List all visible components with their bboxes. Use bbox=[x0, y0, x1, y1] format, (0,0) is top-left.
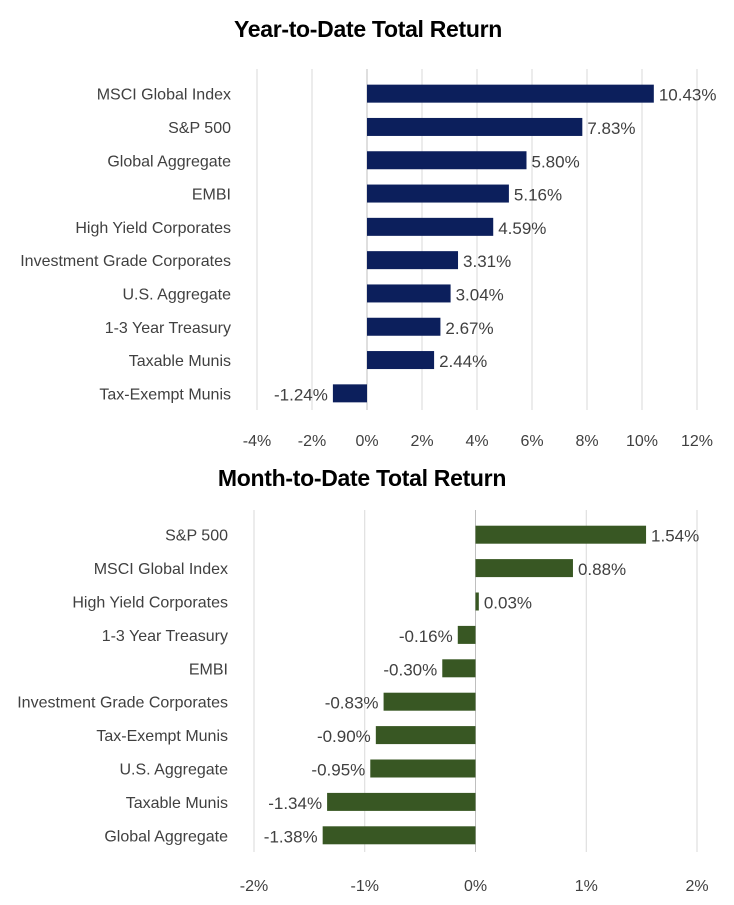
mtd-category-label: 1-3 Year Treasury bbox=[102, 628, 228, 645]
ytd-category-label: MSCI Global Index bbox=[97, 87, 231, 104]
ytd-bar bbox=[367, 284, 451, 303]
mtd-data-label: -1.34% bbox=[268, 794, 322, 813]
mtd-tick-label: -1% bbox=[351, 878, 379, 895]
mtd-data-label: 0.03% bbox=[484, 594, 532, 613]
ytd-tick-label: 12% bbox=[681, 433, 713, 450]
mtd-category-label: Global Aggregate bbox=[104, 828, 228, 845]
ytd-category-label: Tax-Exempt Munis bbox=[99, 386, 231, 403]
mtd-data-label: -0.16% bbox=[399, 627, 453, 646]
mtd-category-label: U.S. Aggregate bbox=[119, 762, 228, 779]
mtd-tick-label: 2% bbox=[685, 878, 708, 895]
ytd-bar bbox=[367, 184, 509, 203]
ytd-data-label: 10.43% bbox=[659, 86, 717, 105]
mtd-category-label: EMBI bbox=[189, 661, 228, 678]
ytd-bar bbox=[367, 84, 654, 103]
ytd-category-label: 1-3 Year Treasury bbox=[105, 320, 231, 337]
ytd-tick-label: 4% bbox=[465, 433, 488, 450]
ytd-chart-plot: -4% -2% 0% 2% 4% 6% 8% 10% 12% MSCI Global Index 1… bbox=[20, 69, 717, 450]
ytd-category-label: High Yield Corporates bbox=[75, 220, 231, 237]
mtd-data-label: -0.30% bbox=[383, 660, 437, 679]
mtd-bar bbox=[475, 592, 479, 611]
ytd-data-label: -1.24% bbox=[274, 385, 328, 404]
mtd-bar bbox=[327, 792, 476, 811]
ytd-bar bbox=[367, 351, 435, 370]
ytd-bar bbox=[367, 217, 494, 236]
ytd-bar bbox=[367, 151, 527, 170]
ytd-tick-label: 8% bbox=[575, 433, 598, 450]
mtd-tick-label: -2% bbox=[240, 878, 268, 895]
ytd-bar bbox=[367, 251, 459, 270]
ytd-data-label: 7.83% bbox=[587, 119, 635, 138]
ytd-data-label: 3.04% bbox=[456, 285, 504, 304]
mtd-category-label: MSCI Global Index bbox=[94, 561, 228, 578]
mtd-chart-title: Month-to-Date Total Return bbox=[217, 465, 507, 491]
mtd-bar bbox=[383, 692, 476, 711]
ytd-data-label: 3.31% bbox=[463, 252, 511, 271]
ytd-category-label: EMBI bbox=[192, 187, 231, 204]
mtd-bar bbox=[457, 625, 476, 644]
ytd-bar bbox=[332, 384, 367, 403]
ytd-category-label: S&P 500 bbox=[168, 120, 231, 137]
ytd-category-label: Global Aggregate bbox=[107, 153, 231, 170]
ytd-category-label: Investment Grade Corporates bbox=[20, 253, 231, 270]
ytd-category-label: Taxable Munis bbox=[129, 353, 231, 370]
ytd-tick-label: 2% bbox=[410, 433, 433, 450]
mtd-bar bbox=[475, 559, 573, 578]
ytd-data-label: 2.67% bbox=[445, 319, 493, 338]
mtd-tick-label: 0% bbox=[464, 878, 487, 895]
mtd-bar bbox=[375, 726, 476, 745]
mtd-chart-plot: -2% -1% 0% 1% 2% S&P 500 1.54% MSCI Global Inde… bbox=[17, 510, 709, 895]
mtd-data-label: -0.95% bbox=[311, 761, 365, 780]
mtd-data-label: -1.38% bbox=[264, 827, 318, 846]
ytd-data-label: 4.59% bbox=[498, 219, 546, 238]
ytd-tick-label: 10% bbox=[626, 433, 658, 450]
ytd-data-label: 2.44% bbox=[439, 352, 487, 371]
ytd-tick-label: 0% bbox=[355, 433, 378, 450]
mtd-bar bbox=[322, 826, 476, 845]
mtd-bar bbox=[442, 659, 476, 678]
ytd-data-label: 5.80% bbox=[532, 152, 580, 171]
mtd-category-label: High Yield Corporates bbox=[72, 595, 228, 612]
mtd-data-label: 1.54% bbox=[651, 527, 699, 546]
ytd-bar bbox=[367, 317, 441, 336]
mtd-category-label: Tax-Exempt Munis bbox=[96, 728, 228, 745]
ytd-data-label: 5.16% bbox=[514, 186, 562, 205]
mtd-data-label: -0.83% bbox=[325, 694, 379, 713]
ytd-category-label: U.S. Aggregate bbox=[122, 286, 231, 303]
ytd-tick-label: 6% bbox=[520, 433, 543, 450]
mtd-chart: Month-to-Date Total Return -2% -1% 0% 1% 2% S… bbox=[0, 455, 734, 905]
mtd-category-label: Investment Grade Corporates bbox=[17, 695, 228, 712]
ytd-tick-label: -2% bbox=[298, 433, 326, 450]
ytd-chart-title: Year-to-Date Total Return bbox=[233, 16, 503, 42]
mtd-tick-label: 1% bbox=[575, 878, 598, 895]
mtd-category-label: S&P 500 bbox=[165, 528, 228, 545]
mtd-category-label: Taxable Munis bbox=[126, 795, 228, 812]
ytd-chart: Year-to-Date Total Return -4% -2% 0% 2% 4% 6%… bbox=[0, 0, 734, 450]
ytd-bar bbox=[367, 117, 583, 136]
mtd-data-label: 0.88% bbox=[578, 560, 626, 579]
mtd-bar bbox=[475, 525, 647, 544]
mtd-data-label: -0.90% bbox=[317, 727, 371, 746]
ytd-tick-label: -4% bbox=[243, 433, 271, 450]
mtd-bar bbox=[370, 759, 476, 778]
